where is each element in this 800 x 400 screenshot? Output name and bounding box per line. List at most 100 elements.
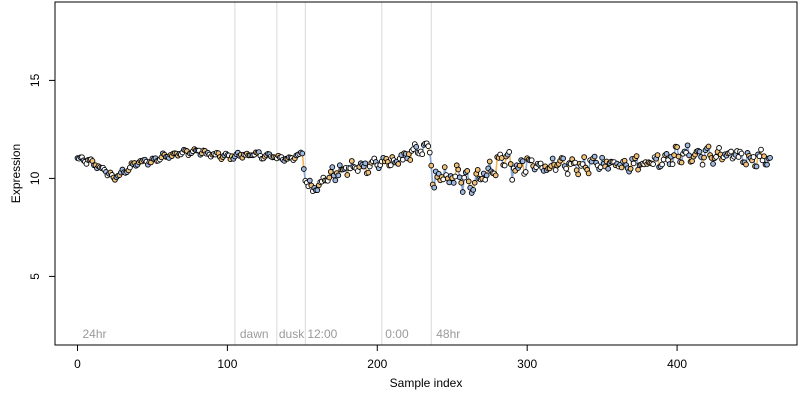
y-tick-label: 5 — [28, 273, 42, 280]
data-point — [344, 172, 351, 178]
data-point — [486, 158, 493, 165]
data-point — [710, 161, 716, 167]
data-point — [563, 165, 570, 172]
data-point — [627, 165, 634, 172]
data-point — [633, 153, 640, 159]
data-point — [552, 167, 559, 173]
data-point — [522, 169, 529, 175]
data-point — [431, 184, 438, 191]
data-point — [464, 168, 471, 174]
data-point — [425, 143, 432, 149]
data-point — [764, 161, 770, 168]
data-point — [575, 171, 581, 178]
time-annotation: 12:00 — [307, 327, 337, 341]
time-annotations: 24hr dawn dusk 12:00 0:00 48hr — [82, 327, 460, 341]
data-point — [599, 154, 605, 161]
data-point — [506, 149, 513, 155]
data-point — [419, 151, 426, 158]
data-point — [564, 171, 571, 177]
x-axis: 0 100 200 300 400 — [74, 344, 687, 371]
data-point — [635, 166, 641, 173]
data-point — [365, 169, 372, 176]
data-point — [699, 161, 706, 168]
x-tick-label: 400 — [667, 357, 687, 371]
data-point — [663, 151, 670, 157]
data-point — [507, 161, 514, 167]
x-tick-label: 200 — [367, 357, 387, 371]
data-point — [329, 164, 336, 170]
data-point — [519, 158, 526, 165]
data-point — [458, 179, 465, 186]
data-point — [591, 153, 598, 160]
data-point — [705, 143, 712, 150]
data-point — [659, 161, 665, 168]
data-point — [630, 160, 637, 167]
data-point — [758, 146, 764, 153]
data-point — [516, 162, 523, 169]
data-point — [483, 172, 490, 179]
data-point — [761, 153, 767, 160]
time-annotation: dusk — [279, 327, 305, 341]
data-point — [471, 179, 478, 186]
data-point — [585, 170, 592, 177]
data-point — [750, 154, 757, 160]
data-point — [701, 154, 707, 161]
data-point — [474, 167, 481, 173]
data-point — [728, 148, 734, 155]
data-point — [743, 161, 749, 168]
data-point — [581, 154, 587, 160]
data-point — [492, 172, 499, 179]
x-tick-label: 0 — [74, 357, 81, 371]
y-axis-title: Expression — [9, 144, 23, 203]
data-point — [669, 161, 676, 168]
data-point — [362, 160, 369, 167]
data-point — [470, 187, 477, 193]
data-point — [684, 142, 691, 149]
time-annotation: 0:00 — [385, 327, 409, 341]
data-point — [459, 189, 466, 195]
data-point — [650, 161, 656, 167]
data-point — [738, 150, 745, 157]
data-point — [767, 154, 773, 161]
data-point — [299, 150, 306, 157]
y-axis: 5 10 15 — [28, 73, 56, 280]
data-point — [713, 154, 719, 160]
data-point — [501, 162, 508, 169]
data-point — [605, 165, 611, 172]
data-point — [387, 162, 394, 169]
data-point — [446, 179, 453, 186]
data-point — [335, 172, 342, 179]
data-point — [735, 154, 742, 160]
plot-frame — [54, 1, 798, 346]
data-point — [753, 163, 760, 170]
data-point — [348, 158, 355, 164]
data-point — [440, 176, 447, 183]
data-point — [509, 176, 516, 183]
y-tick-label: 15 — [28, 73, 42, 87]
data-point — [455, 166, 462, 173]
x-tick-label: 300 — [517, 357, 537, 371]
time-annotation: 24hr — [82, 327, 106, 341]
data-point — [674, 144, 680, 150]
data-point — [441, 164, 448, 170]
data-point — [306, 177, 313, 184]
data-point — [560, 155, 567, 162]
y-tick-label: 10 — [28, 171, 42, 185]
data-point — [528, 157, 535, 164]
time-annotation: 48hr — [436, 327, 460, 341]
data-point — [654, 152, 661, 158]
x-tick-label: 100 — [217, 357, 237, 371]
data-point — [678, 159, 685, 166]
data-point — [716, 145, 722, 151]
data-point — [413, 143, 420, 150]
x-axis-title: Sample index — [390, 376, 463, 390]
time-annotation: dawn — [240, 327, 269, 341]
data-point — [407, 157, 414, 163]
series-segment — [430, 165, 434, 185]
data-point — [300, 166, 307, 172]
data-point — [549, 155, 556, 162]
data-point — [450, 180, 457, 186]
data-point — [426, 149, 433, 156]
data-point — [332, 177, 339, 184]
